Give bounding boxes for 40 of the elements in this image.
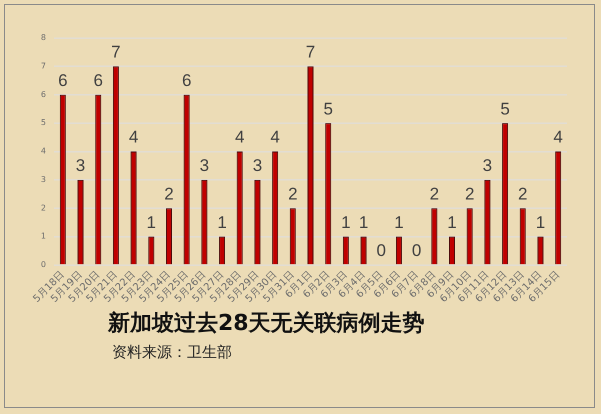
data-label: 2 — [430, 184, 440, 204]
y-tick-label: 1 — [40, 232, 46, 241]
data-label: 0 — [412, 241, 422, 260]
data-label: 2 — [288, 184, 298, 204]
data-label: 7 — [306, 42, 316, 62]
data-label: 1 — [341, 212, 351, 232]
y-tick-label: 4 — [40, 146, 46, 156]
data-label: 3 — [482, 156, 492, 176]
y-tick-label: 8 — [40, 33, 46, 42]
data-label: 4 — [235, 128, 244, 147]
data-label: 3 — [76, 156, 86, 176]
y-tick-label: 2 — [40, 203, 46, 212]
y-tick-label: 7 — [40, 61, 46, 70]
data-label: 3 — [200, 156, 210, 176]
data-label: 1 — [217, 212, 227, 232]
data-label: 7 — [111, 42, 121, 62]
data-label: 6 — [93, 70, 103, 90]
y-tick-label: 3 — [40, 174, 46, 184]
y-tick-label: 6 — [40, 90, 46, 99]
data-label: 4 — [553, 128, 563, 147]
data-label: 6 — [58, 70, 68, 90]
data-label: 1 — [447, 212, 457, 232]
y-tick-label: 0 — [40, 260, 46, 270]
data-label: 2 — [464, 184, 474, 204]
data-label: 2 — [164, 184, 174, 204]
data-label: 1 — [358, 212, 368, 232]
data-label: 5 — [500, 99, 510, 118]
data-label: 4 — [270, 128, 280, 147]
text: 资料来源：卫生部 — [112, 342, 232, 362]
data-label: 1 — [394, 212, 404, 232]
data-label: 1 — [146, 212, 156, 232]
data-label: 6 — [182, 70, 192, 90]
data-label: 0 — [376, 241, 386, 260]
text: 新加坡过去28天无关联病例走势 — [108, 310, 425, 338]
y-tick-label: 5 — [40, 118, 46, 128]
data-label: 1 — [536, 212, 546, 232]
data-label: 3 — [252, 156, 262, 176]
data-label: 2 — [518, 184, 528, 204]
data-label: 5 — [323, 99, 333, 118]
data-label: 4 — [128, 128, 138, 147]
